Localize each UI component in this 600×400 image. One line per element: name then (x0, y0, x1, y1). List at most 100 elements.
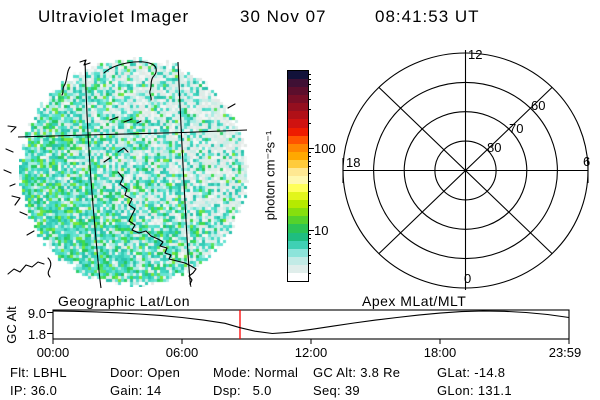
colorbar-segment (288, 272, 308, 282)
coastline (61, 66, 71, 96)
mlat-label-70: 70 (509, 121, 523, 136)
colorbar-minor-tick (308, 262, 311, 264)
gc-alt-chart (47, 309, 570, 344)
mlat-label-80: 80 (487, 140, 501, 155)
colorbar-minor-tick (308, 237, 311, 239)
chart-frame (52, 309, 570, 340)
colorbar-segment (288, 127, 308, 136)
colorbar-minor-tick (308, 254, 311, 256)
xtick-label-2359: 23:59 (548, 345, 582, 360)
meridian-line-west (84, 59, 102, 289)
lat-lon-grid (17, 59, 248, 289)
mlt-label-18: 18 (346, 155, 360, 170)
colorbar-segment (288, 167, 308, 177)
colorbar-major-tick (308, 230, 314, 231)
disk-caption: Geographic Lat/Lon (58, 293, 190, 309)
mlt-label-12: 12 (468, 47, 482, 62)
colorbar-minor-tick (308, 108, 311, 110)
colorbar-minor-tick (308, 166, 311, 168)
polar-caption: Apex MLat/MLT (362, 293, 467, 309)
colorbar-tick-10: 10 (314, 223, 329, 238)
colorbar-segment (288, 87, 308, 96)
colorbar-segment (288, 248, 308, 257)
xtick-label-0000: 00:00 (36, 345, 70, 360)
xtick-label-1800: 18:00 (423, 345, 457, 360)
colorbar-minor-tick (308, 180, 311, 182)
status-glat: GLat: -14.8 (437, 365, 506, 380)
colorbar-minor-tick (308, 155, 311, 157)
colorbar-segment (288, 232, 308, 241)
polar-mlat-mlt-plot: 12 18 6 0 60 70 80 (342, 47, 590, 290)
status-gcalt: GC Alt: 3.8 Re (313, 365, 401, 380)
colorbar-minor-tick (308, 160, 311, 162)
gc-alt-axis-label: GC Alt (4, 306, 19, 344)
colorbar-segment (288, 240, 308, 249)
coastline (109, 116, 142, 124)
colorbar-segment (288, 135, 308, 144)
colorbar-segment (288, 95, 308, 104)
date-label: 30 Nov 07 (240, 7, 327, 26)
colorbar-segment (288, 103, 308, 112)
chart-ticks (47, 312, 570, 344)
coastline (117, 171, 197, 285)
colorbar-minor-tick (308, 84, 311, 86)
uv-imager-disk-image (19, 57, 249, 287)
mlat-label-60: 60 (531, 98, 545, 113)
colorbar-axis-label: photon cm⁻²s⁻¹ (262, 130, 278, 221)
colorbar-segment (288, 224, 308, 233)
colorbar-minor-tick (308, 78, 311, 80)
colorbar-tick-100: 100 (314, 141, 336, 156)
colorbar-minor-tick (308, 151, 311, 153)
colorbar-segment (288, 111, 308, 120)
colorbar-minor-tick (308, 90, 311, 92)
colorbar-minor-tick (308, 172, 311, 174)
status-seq: Seq: 39 (313, 383, 360, 398)
colorbar-minor-tick (308, 98, 311, 100)
colorbar-minor-tick (308, 233, 311, 235)
mlt-label-0: 0 (464, 271, 471, 286)
coastline (103, 103, 236, 163)
colorbar-minor-tick (308, 242, 311, 244)
meridian-line-east (177, 61, 192, 287)
status-flt: Flt: LBHL (10, 365, 67, 380)
status-glon: GLon: 131.1 (437, 383, 512, 398)
colorbar-segment (288, 143, 308, 152)
colorbar-ticks (308, 70, 318, 281)
colorbar-segment (288, 151, 308, 160)
colorbar-minor-tick (308, 73, 311, 75)
ytick-label-9: 9.0 (27, 306, 46, 321)
colorbar-minor-tick (308, 272, 311, 274)
status-dsp: Dsp: 5.0 (213, 383, 272, 398)
ytick-label-1.8: 1.8 (27, 327, 46, 342)
colorbar (287, 70, 309, 282)
colorbar-minor-tick (308, 248, 311, 250)
colorbar-segment (288, 256, 308, 265)
gc-alt-curve (52, 310, 570, 335)
colorbar-segment (288, 119, 308, 128)
page-title: Ultraviolet Imager (38, 7, 190, 26)
geographic-overlay (3, 59, 248, 289)
status-mode: Mode: Normal (213, 365, 299, 380)
coastline (7, 230, 52, 278)
colorbar-major-tick (308, 148, 314, 149)
coastline (3, 125, 28, 216)
colorbar-segment (288, 159, 308, 168)
xtick-label-1200: 12:00 (294, 345, 328, 360)
diagonal-spoke (378, 87, 553, 254)
coastline (103, 61, 157, 101)
colorbar-segment (288, 216, 308, 225)
time-label: 08:41:53 UT (375, 7, 480, 26)
xtick-label-0600: 06:00 (165, 345, 199, 360)
colorbar-minor-tick (308, 205, 311, 207)
colorbar-segment (288, 71, 308, 80)
colorbar-segment (288, 208, 308, 217)
colorbar-segment (288, 184, 308, 193)
status-ip: IP: 36.0 (10, 383, 58, 398)
coastline (79, 59, 91, 66)
status-door: Door: Open (110, 365, 181, 380)
colorbar-segment (288, 79, 308, 88)
colorbar-segment (288, 264, 308, 273)
colorbar-segment (288, 200, 308, 209)
status-gain: Gain: 14 (110, 383, 162, 398)
